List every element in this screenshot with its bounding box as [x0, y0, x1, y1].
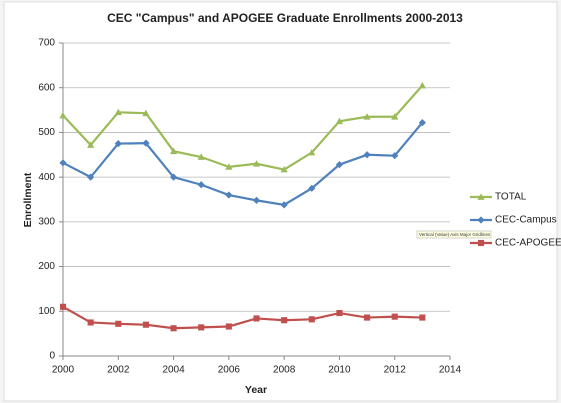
x-tick-label: 2012	[384, 365, 407, 376]
marker	[335, 161, 344, 169]
y-tick-label: 300	[38, 216, 55, 227]
marker	[114, 140, 122, 148]
y-tick-label: 500	[38, 127, 55, 138]
tooltip: Vertical (Value) Axis Major Gridlines	[419, 232, 491, 237]
y-tick-label: 700	[38, 38, 55, 49]
marker	[142, 109, 150, 117]
marker	[225, 323, 232, 330]
marker	[169, 147, 178, 155]
x-axis-title: Year	[245, 384, 267, 396]
marker	[391, 113, 399, 120]
marker	[170, 325, 177, 332]
marker	[169, 173, 178, 181]
marker	[142, 321, 149, 328]
marker	[142, 139, 150, 147]
y-tick-label: 600	[38, 82, 55, 93]
marker	[59, 303, 67, 310]
marker	[418, 81, 426, 89]
marker	[197, 153, 205, 160]
marker	[253, 315, 260, 322]
tooltip-box	[416, 230, 492, 239]
legend-label: CEC-APOGEE	[495, 238, 561, 249]
marker	[391, 152, 399, 160]
y-tick-label: 400	[38, 172, 55, 183]
legend-marker	[477, 216, 485, 224]
marker	[87, 319, 94, 326]
series-line	[62, 305, 423, 330]
x-tick-label: 2004	[162, 365, 185, 376]
y-axis-title: Enrollment	[22, 172, 34, 227]
chart-panel	[3, 1, 558, 402]
x-tick-label: 2006	[218, 365, 241, 376]
legend-marker	[477, 193, 485, 200]
marker	[197, 181, 205, 189]
marker	[87, 141, 95, 148]
y-tick-label: 100	[38, 306, 55, 317]
marker	[363, 151, 371, 159]
marker	[59, 159, 67, 167]
marker	[335, 117, 344, 125]
marker	[87, 173, 95, 181]
marker	[225, 163, 233, 170]
marker	[419, 314, 426, 321]
series-line	[62, 84, 424, 171]
marker	[225, 191, 233, 199]
marker	[308, 184, 316, 192]
y-tick-label: 0	[49, 351, 55, 362]
marker	[252, 196, 261, 204]
marker	[308, 148, 316, 156]
marker	[114, 108, 122, 116]
marker	[280, 201, 288, 209]
x-tick-label: 2014	[439, 365, 462, 376]
legend-label: CEC-Campus	[495, 215, 557, 226]
x-tick-label: 2008	[273, 365, 296, 376]
marker	[418, 118, 426, 127]
marker	[364, 314, 371, 321]
marker	[280, 165, 288, 173]
x-tick-label: 2010	[328, 365, 351, 376]
marker	[59, 111, 67, 119]
series-line	[62, 121, 424, 207]
marker	[115, 320, 122, 327]
legend-marker	[477, 239, 485, 247]
x-tick-label: 2000	[52, 365, 75, 376]
chart-title: CEC "Campus" and APOGEE Graduate Enrollm…	[107, 11, 463, 25]
marker	[391, 313, 398, 320]
marker	[252, 160, 261, 167]
marker	[198, 324, 205, 331]
marker	[308, 316, 315, 323]
marker	[336, 310, 343, 317]
y-tick-label: 200	[38, 261, 55, 272]
legend-label: TOTAL	[495, 192, 527, 203]
marker	[281, 317, 288, 324]
x-tick-label: 2002	[107, 365, 130, 376]
marker	[363, 113, 371, 120]
